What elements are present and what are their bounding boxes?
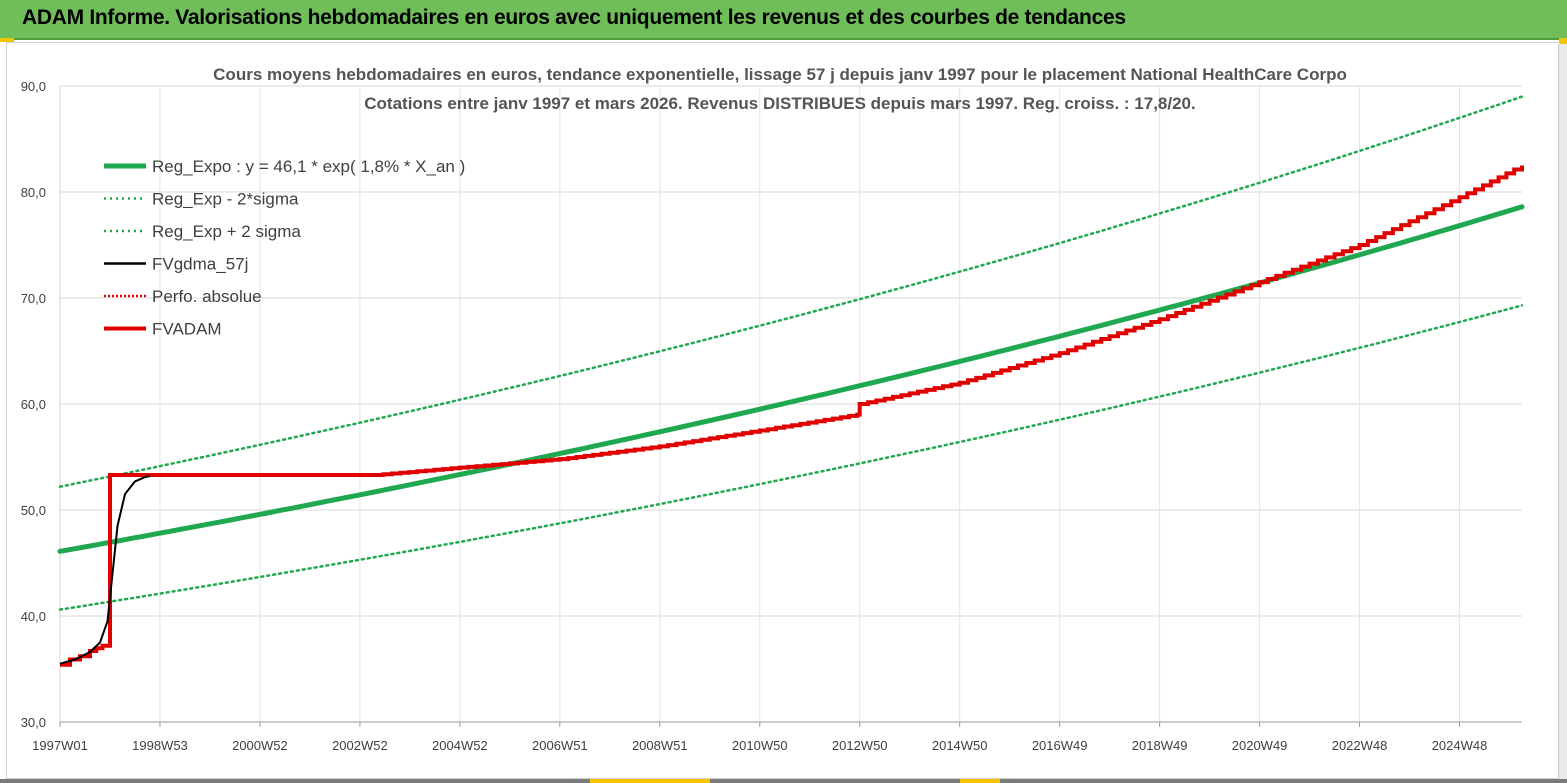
right-scrollbar[interactable] <box>1558 44 1567 779</box>
x-tick-label: 2018W49 <box>1132 738 1188 753</box>
series-line <box>60 165 1524 667</box>
y-tick-label: 60,0 <box>21 397 46 412</box>
chart-frame <box>6 42 1560 779</box>
corner-accent-right <box>1559 38 1567 44</box>
chart-title-line-2: Cotations entre janv 1997 et mars 2026. … <box>364 94 1195 113</box>
x-tick-label: 2002W52 <box>332 738 388 753</box>
x-tick-label: 1998W53 <box>132 738 188 753</box>
legend-label: Perfo. absolue <box>152 287 262 306</box>
legend-label: FVADAM <box>152 320 222 339</box>
header-bar: ADAM Informe. Valorisations hebdomadaire… <box>0 0 1567 40</box>
x-tick-label: 2006W51 <box>532 738 588 753</box>
chart-title: Cours moyens hebdomadaires en euros, ten… <box>213 65 1347 113</box>
x-tick-label: 2010W50 <box>732 738 788 753</box>
legend-label: Reg_Exp - 2*sigma <box>152 190 299 209</box>
y-axis-ticks: 30,0 40,0 50,0 60,0 70,0 80,0 90,0 <box>21 79 61 730</box>
legend-label: Reg_Expo : y = 46,1 * exp( 1,8% * X_an ) <box>152 157 465 176</box>
x-tick-label: 2022W48 <box>1332 738 1388 753</box>
x-tick-label: 2016W49 <box>1032 738 1088 753</box>
bottom-strip <box>0 779 1567 783</box>
y-tick-label: 40,0 <box>21 609 46 624</box>
y-tick-label: 70,0 <box>21 291 46 306</box>
legend-label: Reg_Exp + 2 sigma <box>152 222 301 241</box>
x-tick-label: 2004W52 <box>432 738 488 753</box>
chart-title-line-1: Cours moyens hebdomadaires en euros, ten… <box>213 65 1347 84</box>
series-line <box>58 95 1524 488</box>
legend-label: FVgdma_57j <box>152 255 248 274</box>
series-line <box>59 475 151 665</box>
y-tick-label: 80,0 <box>21 185 46 200</box>
y-tick-label: 90,0 <box>21 79 46 94</box>
x-tick-label: 2024W48 <box>1432 738 1488 753</box>
page-title: ADAM Informe. Valorisations hebdomadaire… <box>22 6 1126 29</box>
series-layer <box>57 95 1525 667</box>
y-tick-label: 30,0 <box>21 715 46 730</box>
y-tick-label: 50,0 <box>21 503 46 518</box>
x-tick-label: 2008W51 <box>632 738 688 753</box>
x-axis-ticks: 1997W01 1998W53 2000W52 2002W52 2004W52 2006W… <box>32 721 1522 753</box>
corner-accent-left <box>0 38 14 42</box>
legend: Reg_Expo : y = 46,1 * exp( 1,8% * X_an )… <box>104 157 465 339</box>
x-tick-label: 1997W01 <box>32 738 88 753</box>
series-line <box>58 304 1524 611</box>
x-tick-label: 2020W49 <box>1232 738 1288 753</box>
series-line <box>57 204 1525 554</box>
x-tick-label: 2012W50 <box>832 738 888 753</box>
x-tick-label: 2000W52 <box>232 738 288 753</box>
x-tick-label: 2014W50 <box>932 738 988 753</box>
